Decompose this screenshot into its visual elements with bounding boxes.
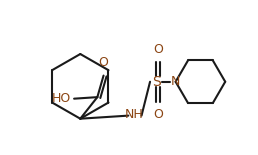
Text: HO: HO: [52, 92, 71, 105]
Text: O: O: [153, 108, 163, 121]
Text: O: O: [153, 43, 163, 55]
Text: S: S: [152, 75, 161, 89]
Text: N: N: [171, 75, 180, 88]
Text: O: O: [99, 56, 108, 69]
Text: NH: NH: [125, 108, 144, 121]
